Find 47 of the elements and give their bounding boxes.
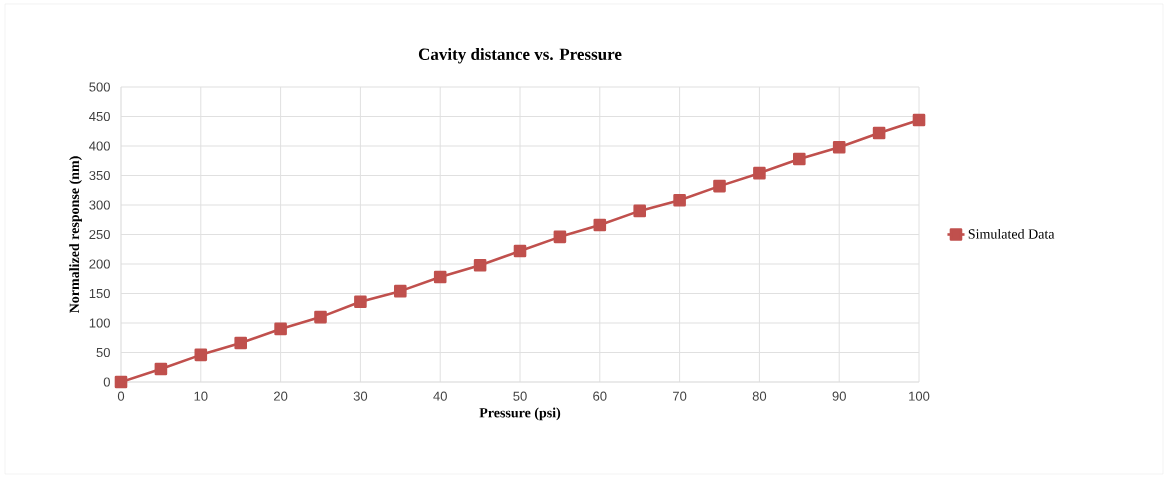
point bbox=[314, 310, 327, 324]
x-tick-label: 20 bbox=[274, 391, 288, 401]
y-tick-label: 50 bbox=[96, 347, 110, 358]
point bbox=[832, 140, 846, 154]
y-tick-label: 500 bbox=[89, 82, 110, 92]
point bbox=[633, 204, 647, 218]
chart-title: Cavity distance vs. Pressure bbox=[418, 48, 622, 64]
point bbox=[872, 126, 886, 140]
point bbox=[274, 322, 287, 336]
x-tick-label: 100 bbox=[909, 391, 930, 401]
point bbox=[513, 244, 527, 258]
point bbox=[154, 362, 168, 376]
point bbox=[234, 336, 247, 350]
x-tick-label: 60 bbox=[593, 391, 607, 401]
point bbox=[194, 348, 208, 362]
x-axis-title: Pressure (psi) bbox=[479, 407, 561, 421]
x-tick-label: 40 bbox=[433, 391, 447, 401]
y-tick-label: 0 bbox=[103, 377, 110, 387]
y-tick-label: 400 bbox=[89, 141, 110, 151]
point bbox=[433, 270, 447, 284]
y-tick-label: 300 bbox=[89, 200, 110, 210]
y-axis-title: Normalized response (nm) bbox=[69, 156, 82, 314]
point bbox=[473, 258, 487, 272]
point bbox=[912, 113, 926, 127]
x-tick-label: 0 bbox=[117, 391, 125, 401]
point bbox=[114, 375, 128, 389]
legend-label: Simulated Data bbox=[968, 228, 1055, 239]
y-tick-label: 250 bbox=[89, 229, 110, 240]
y-tick-label: 100 bbox=[89, 318, 110, 328]
point bbox=[394, 284, 407, 298]
x-tick-label: 10 bbox=[194, 391, 208, 401]
x-tick-label: 50 bbox=[513, 391, 527, 401]
point bbox=[793, 152, 806, 166]
point bbox=[753, 166, 766, 180]
point bbox=[354, 295, 367, 309]
y-tick-label: 350 bbox=[89, 170, 110, 181]
point bbox=[553, 230, 567, 244]
point bbox=[673, 193, 686, 207]
y-tick-label: 450 bbox=[89, 111, 110, 122]
x-tick-label: 70 bbox=[673, 391, 687, 401]
point bbox=[593, 218, 607, 232]
point bbox=[713, 179, 726, 193]
x-tick-label: 30 bbox=[353, 391, 368, 401]
x-tick-label: 80 bbox=[752, 391, 767, 401]
y-tick-label: 200 bbox=[89, 259, 110, 269]
x-tick-label: 90 bbox=[832, 391, 846, 401]
y-tick-label: 150 bbox=[89, 288, 110, 299]
